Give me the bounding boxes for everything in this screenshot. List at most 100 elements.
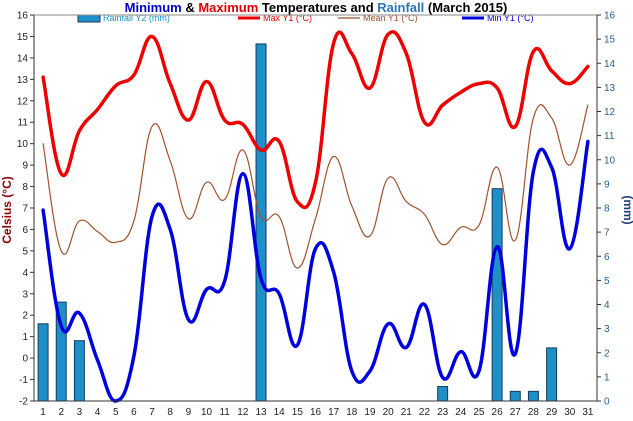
x-tick-label: 28	[528, 407, 540, 418]
right-tick-label: 7	[604, 228, 610, 239]
x-tick-label: 22	[419, 407, 431, 418]
legend: Rainfall Y2 (mm) Max Y1 (°C) Mean Y1 (°C) M…	[77, 13, 533, 23]
x-tick-label: 9	[186, 407, 192, 418]
left-tick-label: 14	[17, 53, 29, 64]
x-tick-label: 8	[167, 407, 173, 418]
x-tick-label: 30	[564, 407, 576, 418]
rainfall-bar-day-27	[509, 390, 521, 402]
series-line-min-y1-c	[41, 139, 590, 403]
x-tick-label: 3	[77, 407, 83, 418]
title-segment: Minimum	[125, 0, 182, 15]
left-tick-label: 7	[22, 204, 28, 215]
rainfall-bar-day-29	[546, 347, 558, 402]
right-tick-label: 15	[604, 35, 616, 46]
left-tick-label: 0	[22, 354, 28, 365]
chart-title-text: Minimum & Maximum Temperatures and Rainf…	[125, 0, 508, 15]
left-tick-label: 13	[17, 75, 29, 86]
right-tick-label: 14	[604, 59, 616, 70]
x-tick-label: 19	[364, 407, 376, 418]
x-tick-label: 11	[219, 407, 230, 418]
x-tick-label: 23	[437, 407, 449, 418]
right-tick-label: 11	[604, 131, 615, 142]
chart-title: Minimum & Maximum Temperatures and Rainf…	[125, 0, 508, 15]
left-tick-label: 15	[17, 32, 29, 43]
rainfall-bar-day-23	[437, 386, 449, 402]
right-tick-label: 1	[604, 372, 610, 383]
x-tick-label: 29	[546, 407, 558, 418]
right-tick-label: 4	[604, 300, 610, 311]
right-tick-label: 9	[604, 179, 610, 190]
rainfall-bars	[37, 43, 558, 402]
x-tick-label: 26	[492, 407, 504, 418]
x-tick-label: 25	[473, 407, 485, 418]
right-tick-label: 3	[604, 324, 610, 335]
x-tick-label: 16	[310, 407, 322, 418]
x-tick-label: 10	[201, 407, 213, 418]
temperature-lines	[41, 30, 590, 403]
legend-label: Mean Y1 (°C)	[363, 13, 417, 23]
x-tick-label: 13	[255, 407, 267, 418]
x-tick-label: 5	[113, 407, 119, 418]
right-tick-label: 13	[604, 83, 616, 94]
x-tick-label: 4	[95, 407, 101, 418]
x-tick-label: 24	[455, 407, 467, 418]
x-tick-label: 12	[237, 407, 249, 418]
left-tick-label: 6	[22, 225, 28, 236]
x-tick-label: 31	[582, 407, 594, 418]
series-line-max-y1-c	[41, 30, 590, 210]
plot-frame	[33, 14, 598, 402]
x-tick-label: 2	[58, 407, 64, 418]
right-tick-label: 6	[604, 252, 610, 263]
x-tick-label: 6	[131, 407, 137, 418]
series-line-mean-y1-c	[42, 104, 589, 269]
rainfall-bar-day-13	[255, 43, 267, 402]
rainfall-bar-day-26	[491, 188, 503, 402]
rainfall-bar-day-3	[73, 340, 85, 402]
right-tick-label: 0	[604, 397, 610, 408]
title-segment: Temperatures and	[258, 0, 377, 15]
x-tick-label: 7	[149, 407, 155, 418]
legend-label: Rainfall Y2 (mm)	[103, 13, 170, 23]
left-tick-label: 8	[22, 182, 28, 193]
right-tick-label: 8	[604, 204, 610, 215]
plot-area	[33, 14, 598, 402]
left-tick-label: 2	[22, 311, 28, 322]
left-tick-label: 5	[22, 246, 28, 257]
rainfall-bar-day-28	[527, 390, 539, 402]
x-tick-label: 14	[274, 407, 286, 418]
right-tick-label: 10	[604, 155, 616, 166]
legend-label: Min Y1 (°C)	[487, 13, 533, 23]
x-tick-label: 15	[292, 407, 304, 418]
left-tick-label: 16	[17, 11, 29, 22]
left-tick-label: 11	[18, 118, 29, 129]
y-axis-label-left: Celsius (°C)	[0, 176, 14, 243]
x-tick-label: 21	[401, 407, 413, 418]
right-tick-label: 16	[604, 11, 616, 22]
x-tick-label: 20	[383, 407, 395, 418]
title-segment: &	[182, 0, 199, 15]
x-tick-label: 1	[40, 407, 46, 418]
legend-label: Max Y1 (°C)	[263, 13, 312, 23]
title-segment: Maximum	[198, 0, 258, 15]
right-tick-label: 12	[604, 107, 616, 118]
right-tick-label: 5	[604, 276, 610, 287]
left-tick-label: 1	[22, 332, 28, 343]
left-tick-label: 4	[22, 268, 28, 279]
rainfall-bar-day-1	[37, 323, 49, 402]
left-tick-label: 10	[17, 139, 29, 150]
left-tick-label: 3	[22, 289, 28, 300]
x-tick-label: 17	[328, 407, 340, 418]
x-tick-label: 18	[346, 407, 358, 418]
x-tick-label: 27	[510, 407, 522, 418]
right-tick-label: 2	[604, 348, 610, 359]
left-tick-label: -2	[19, 397, 28, 408]
title-segment: (March 2015)	[424, 0, 507, 15]
left-tick-label: 9	[22, 161, 28, 172]
legend-swatch-rainfall	[77, 14, 101, 23]
x-axis: 1 2 3 4 5 6 7 8 9 10 11 12 13 14 15 16 17 18 19 20 21 22 23 24 2…	[34, 400, 597, 418]
left-tick-label: 12	[17, 96, 29, 107]
left-tick-label: -1	[19, 375, 28, 386]
